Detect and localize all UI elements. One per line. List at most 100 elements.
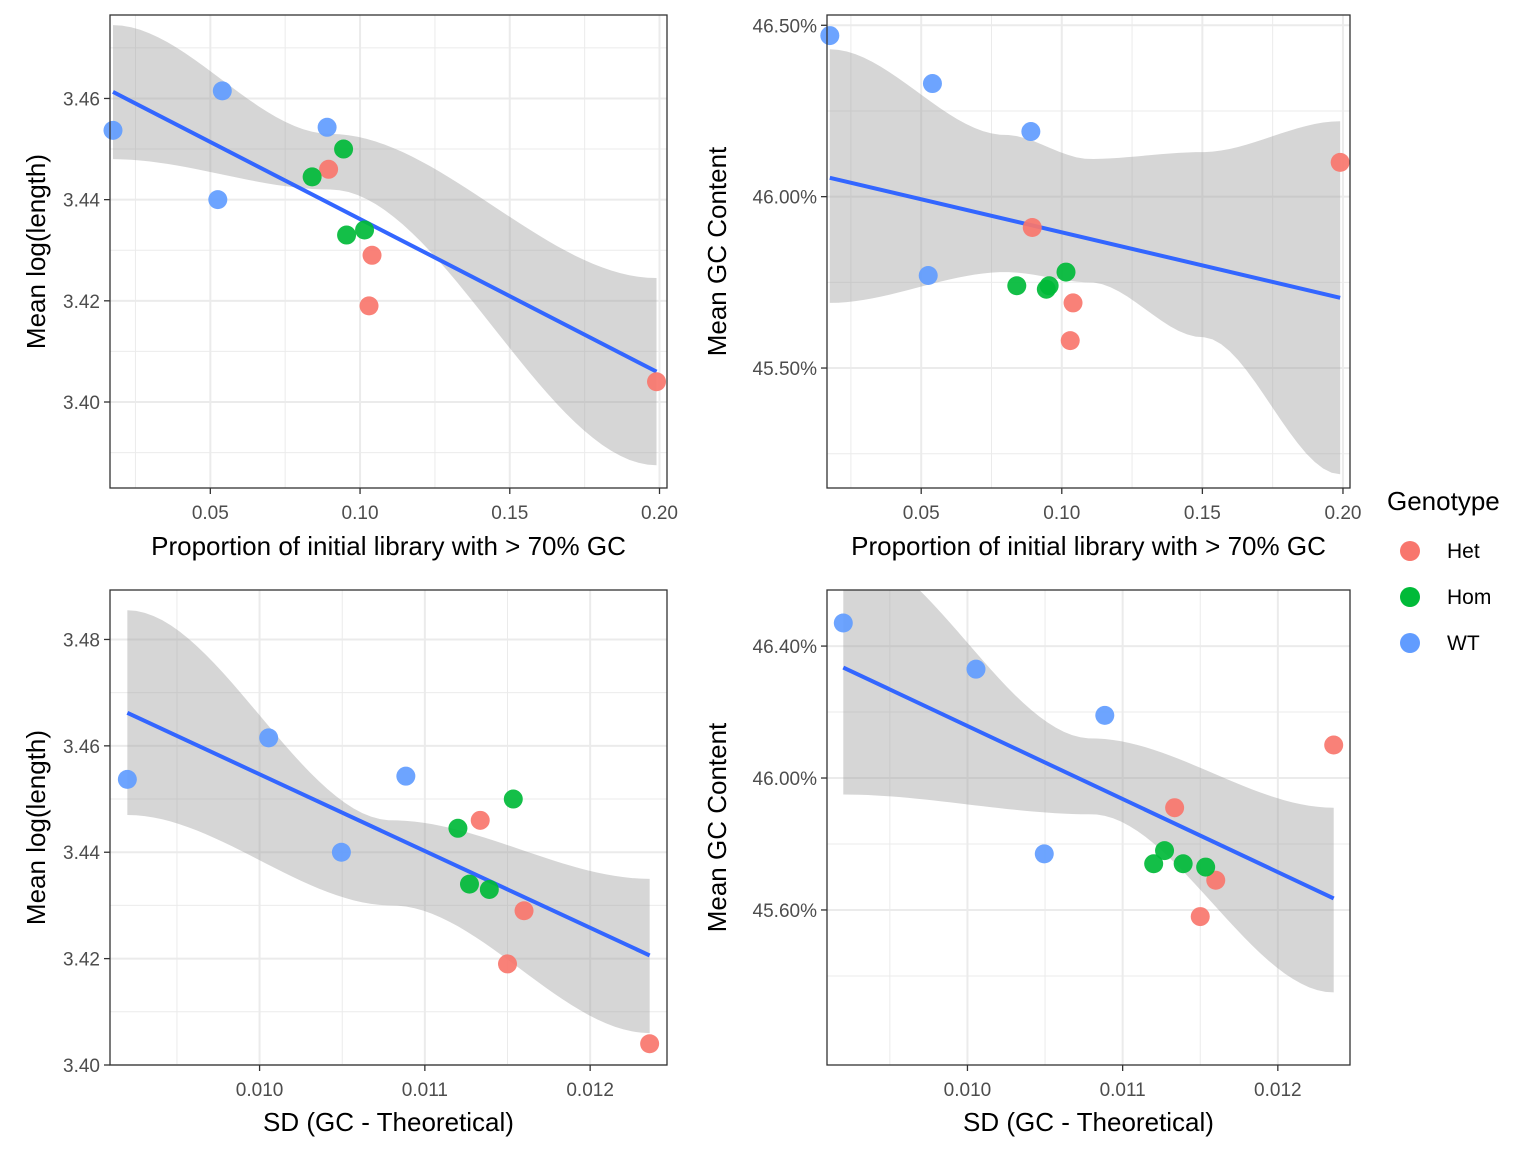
data-point-hom xyxy=(459,874,479,894)
y-tick-label: 46.40% xyxy=(753,637,818,658)
x-tick-label: 0.05 xyxy=(903,503,940,524)
chart-panel-1: 0.05 0.10 0.15 0.20 3.40 3.42 3.44 3.46 Proporti… xyxy=(21,14,678,561)
chart-panel-4: 0.010 0.011 0.012 45.60% 46.00% 46.40% SD (GC … xyxy=(702,589,1351,1137)
data-point-wt xyxy=(1095,705,1115,725)
y-axis-title: Mean GC Content xyxy=(702,146,732,356)
data-point-het xyxy=(1063,293,1083,313)
x-tick-label: 0.15 xyxy=(491,503,528,524)
data-point-hom xyxy=(448,818,468,838)
data-point-wt xyxy=(259,728,279,748)
x-tick-label: 0.05 xyxy=(192,503,229,524)
chart-panel-2: 0.05 0.10 0.15 0.20 45.50% 46.00% 46.50% Propor… xyxy=(702,14,1361,561)
panel-border xyxy=(109,14,668,489)
x-tick-label: 0.011 xyxy=(1100,1080,1146,1101)
panel-background xyxy=(110,15,667,488)
y-axis-title: Mean log(length) xyxy=(21,730,51,925)
x-tick-label: 0.10 xyxy=(342,503,379,524)
y-tick-label: 46.00% xyxy=(753,188,818,209)
chart-panel-3: 0.010 0.011 0.012 3.40 3.42 3.44 3.46 3.48 SD (G… xyxy=(21,589,668,1137)
legend-label-wt: WT xyxy=(1447,632,1480,655)
data-point-hom xyxy=(1173,854,1193,874)
data-point-hom xyxy=(1007,276,1027,296)
x-axis-title: SD (GC - Theoretical) xyxy=(263,1107,514,1137)
data-point-het xyxy=(470,810,490,830)
x-axis-title: Proportion of initial library with > 70%… xyxy=(851,531,1326,561)
panel-border xyxy=(826,589,1351,1066)
x-tick-label: 0.010 xyxy=(236,1080,284,1101)
data-point-het xyxy=(640,1034,660,1054)
x-tick-label: 0.011 xyxy=(402,1080,448,1101)
data-point-hom xyxy=(1056,262,1076,282)
y-tick-label: 3.48 xyxy=(63,630,100,651)
regression-line xyxy=(842,665,1335,901)
confidence-band xyxy=(112,25,657,466)
data-point-hom xyxy=(355,220,375,240)
data-point-hom xyxy=(1144,854,1164,874)
confidence-band xyxy=(829,49,1341,475)
y-tick-label: 46.50% xyxy=(753,16,818,37)
x-axis-title: SD (GC - Theoretical) xyxy=(963,1107,1214,1137)
data-point-het xyxy=(514,901,534,921)
data-point-het xyxy=(1206,870,1226,890)
data-point-hom xyxy=(479,879,499,899)
y-tick-label: 46.00% xyxy=(753,769,818,790)
data-point-wt xyxy=(117,769,137,789)
legend-title: Genotype xyxy=(1387,486,1500,516)
panel-background xyxy=(110,590,667,1065)
x-tick-label: 0.012 xyxy=(566,1080,614,1101)
data-point-wt xyxy=(103,120,123,140)
legend-key-hom xyxy=(1400,587,1420,607)
legend-label-hom: Hom xyxy=(1447,586,1491,609)
panel-border xyxy=(826,14,1351,489)
data-point-wt xyxy=(208,190,228,210)
data-point-wt xyxy=(212,81,232,101)
legend: Genotype Het Hom WT xyxy=(1387,486,1500,655)
data-point-wt xyxy=(1034,844,1054,864)
y-tick-label: 3.44 xyxy=(63,843,100,864)
y-tick-label: 3.40 xyxy=(63,1056,100,1077)
x-tick-label: 0.012 xyxy=(1254,1080,1302,1101)
y-tick-label: 45.60% xyxy=(753,901,818,922)
data-point-het xyxy=(319,159,339,179)
data-point-hom xyxy=(1155,841,1175,861)
legend-item-hom: Hom xyxy=(1400,586,1491,609)
data-point-wt xyxy=(396,766,416,786)
data-point-hom xyxy=(334,139,354,159)
data-point-het xyxy=(359,296,379,316)
data-point-wt xyxy=(317,117,337,137)
y-tick-label: 45.50% xyxy=(753,359,818,380)
x-axis-title: Proportion of initial library with > 70%… xyxy=(151,531,626,561)
y-axis-title: Mean log(length) xyxy=(21,154,51,349)
regression-line xyxy=(112,90,658,374)
data-point-het xyxy=(1022,218,1042,238)
data-point-wt xyxy=(331,842,351,862)
x-tick-label: 0.20 xyxy=(641,503,678,524)
data-point-het xyxy=(1165,798,1185,818)
data-point-het xyxy=(1324,735,1344,755)
data-point-hom xyxy=(337,225,357,245)
confidence-band xyxy=(127,610,650,1034)
y-tick-label: 3.46 xyxy=(63,737,100,758)
legend-key-wt xyxy=(1400,633,1420,653)
x-tick-label: 0.10 xyxy=(1043,503,1080,524)
x-tick-label: 0.010 xyxy=(944,1080,992,1101)
panel-background xyxy=(827,15,1350,488)
y-tick-label: 3.40 xyxy=(63,393,100,414)
legend-label-het: Het xyxy=(1447,540,1480,563)
data-point-wt xyxy=(820,26,840,46)
data-point-hom xyxy=(1039,276,1059,296)
y-axis-title: Mean GC Content xyxy=(702,722,732,932)
data-point-wt xyxy=(1021,122,1041,142)
panel-background xyxy=(827,590,1350,1065)
data-point-het xyxy=(647,372,667,392)
panel-border xyxy=(109,589,668,1066)
regression-line xyxy=(126,711,651,958)
data-point-het xyxy=(498,954,518,974)
data-point-hom xyxy=(302,167,322,187)
y-tick-label: 3.46 xyxy=(63,89,100,110)
data-point-wt xyxy=(966,659,986,679)
data-point-hom xyxy=(503,789,523,809)
regression-line xyxy=(829,175,1341,300)
plot-grid: 0.05 0.10 0.15 0.20 3.40 3.42 3.44 3.46 Proporti… xyxy=(21,14,1361,1137)
